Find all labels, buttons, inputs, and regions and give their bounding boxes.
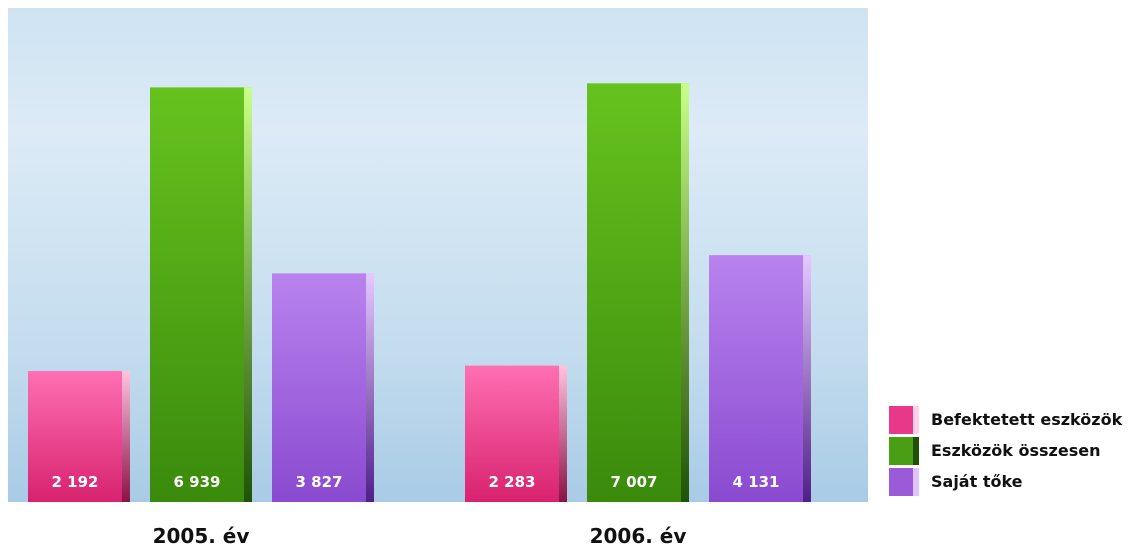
legend-label-sajat: Saját tőke (931, 472, 1023, 491)
bar-eszkozok-0 (150, 87, 252, 503)
data-label-befektetett-0: 2 192 (52, 473, 99, 491)
legend-item-sajat: Saját tőke (889, 466, 1122, 497)
legend: Befektetett eszközök Eszközök összesen Saj… (889, 404, 1122, 497)
category-label-0: 2005. év (153, 524, 250, 547)
data-label-befektetett-1: 2 283 (489, 473, 536, 491)
bar-edge-befektetett-0 (122, 371, 130, 502)
data-label-sajat-0: 3 827 (296, 473, 343, 491)
data-label-eszkozok-0: 6 939 (174, 473, 221, 491)
legend-swatch-befektetett (889, 405, 919, 434)
bar-edge-eszkozok-1 (681, 83, 689, 502)
legend-label-eszkozok: Eszközök összesen (931, 441, 1101, 460)
bar-edge-sajat-1 (803, 255, 811, 502)
bar-befektetett-1 (465, 365, 567, 502)
bar-sajat-1 (709, 255, 811, 502)
data-label-eszkozok-1: 7 007 (611, 473, 658, 491)
bar-sajat-0 (272, 273, 374, 502)
legend-swatch-eszkozok (889, 436, 919, 465)
data-label-sajat-1: 4 131 (733, 473, 780, 491)
bar-edge-sajat-0 (366, 273, 374, 502)
legend-item-befektetett: Befektetett eszközök (889, 404, 1122, 435)
bar-befektetett-0 (28, 371, 130, 502)
category-label-1: 2006. év (590, 524, 687, 547)
legend-item-eszkozok: Eszközök összesen (889, 435, 1122, 466)
bar-eszkozok-1 (587, 83, 689, 502)
bar-edge-eszkozok-0 (244, 87, 252, 503)
bars-layer (28, 83, 811, 503)
legend-swatch-sajat (889, 467, 919, 496)
legend-label-befektetett: Befektetett eszközök (931, 410, 1123, 429)
labels-layer: 2 192 6 939 3 827 2005. év 2 283 7 007 4 131 20… (52, 473, 780, 547)
bar-edge-befektetett-1 (559, 365, 567, 502)
